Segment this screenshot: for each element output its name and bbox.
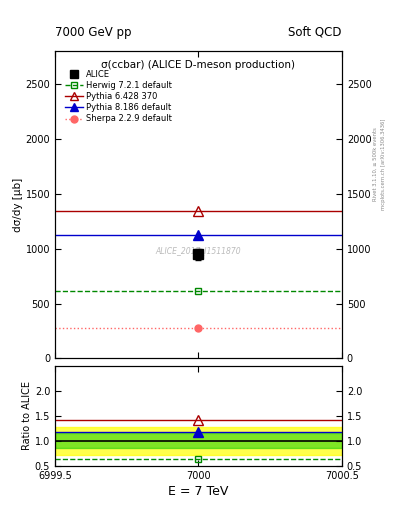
Text: Soft QCD: Soft QCD	[288, 26, 342, 39]
Y-axis label: dσ/dy [μb]: dσ/dy [μb]	[13, 178, 23, 232]
Text: mcplots.cern.ch [arXiv:1306.3436]: mcplots.cern.ch [arXiv:1306.3436]	[381, 118, 386, 209]
Legend: ALICE, Herwig 7.2.1 default, Pythia 6.428 370, Pythia 8.186 default, Sherpa 2.2.: ALICE, Herwig 7.2.1 default, Pythia 6.42…	[62, 68, 174, 126]
Text: σ(ccbar) (ALICE D-meson production): σ(ccbar) (ALICE D-meson production)	[101, 60, 296, 71]
Text: Rivet 3.1.10, ≥ 500k events: Rivet 3.1.10, ≥ 500k events	[373, 127, 378, 201]
Text: ALICE_2017_I1511870: ALICE_2017_I1511870	[156, 246, 241, 255]
Y-axis label: Ratio to ALICE: Ratio to ALICE	[22, 381, 32, 451]
Text: 7000 GeV pp: 7000 GeV pp	[55, 26, 132, 39]
X-axis label: E = 7 TeV: E = 7 TeV	[168, 485, 229, 498]
